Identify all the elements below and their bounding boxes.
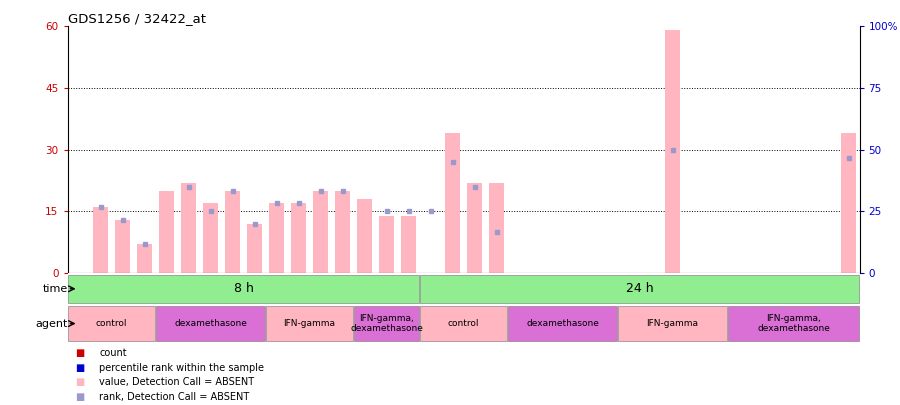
Text: GDS1256 / 32422_at: GDS1256 / 32422_at	[68, 12, 205, 25]
Bar	[400, 215, 416, 273]
Bar	[68, 275, 419, 303]
Text: percentile rank within the sample: percentile rank within the sample	[99, 363, 265, 373]
Bar	[420, 307, 507, 341]
Bar	[445, 133, 460, 273]
Bar	[467, 183, 482, 273]
Text: IFN-gamma,
dexamethasone: IFN-gamma, dexamethasone	[350, 314, 423, 333]
Bar	[379, 215, 394, 273]
Text: 8 h: 8 h	[234, 282, 254, 295]
Bar	[158, 191, 175, 273]
Bar	[225, 191, 240, 273]
Text: time: time	[42, 284, 68, 294]
Bar	[354, 307, 419, 341]
Bar	[247, 224, 262, 273]
Bar	[420, 275, 860, 303]
Bar	[202, 203, 218, 273]
Text: count: count	[99, 348, 127, 358]
Bar	[356, 199, 373, 273]
Bar	[137, 244, 152, 273]
Bar	[115, 220, 130, 273]
Text: ■: ■	[76, 363, 85, 373]
Text: dexamethasone: dexamethasone	[174, 319, 247, 328]
Text: agent: agent	[35, 319, 68, 328]
Text: value, Detection Call = ABSENT: value, Detection Call = ABSENT	[99, 377, 255, 387]
Text: ■: ■	[76, 377, 85, 387]
Bar	[508, 307, 617, 341]
Bar	[618, 307, 727, 341]
Bar	[335, 191, 350, 273]
Bar	[665, 30, 680, 273]
Bar	[489, 183, 504, 273]
Text: dexamethasone: dexamethasone	[526, 319, 598, 328]
Bar	[841, 133, 856, 273]
Text: control: control	[95, 319, 127, 328]
Text: control: control	[448, 319, 479, 328]
Text: rank, Detection Call = ABSENT: rank, Detection Call = ABSENT	[99, 392, 249, 402]
Bar	[156, 307, 266, 341]
Bar	[291, 203, 306, 273]
Text: ■: ■	[76, 348, 85, 358]
Bar	[93, 207, 108, 273]
Bar	[269, 203, 284, 273]
Bar	[181, 183, 196, 273]
Bar	[266, 307, 353, 341]
Text: 24 h: 24 h	[626, 282, 653, 295]
Text: IFN-gamma: IFN-gamma	[646, 319, 698, 328]
Text: IFN-gamma,
dexamethasone: IFN-gamma, dexamethasone	[757, 314, 830, 333]
Bar	[728, 307, 860, 341]
Text: ■: ■	[76, 392, 85, 402]
Text: IFN-gamma: IFN-gamma	[284, 319, 336, 328]
Bar	[68, 307, 155, 341]
Bar	[313, 191, 328, 273]
